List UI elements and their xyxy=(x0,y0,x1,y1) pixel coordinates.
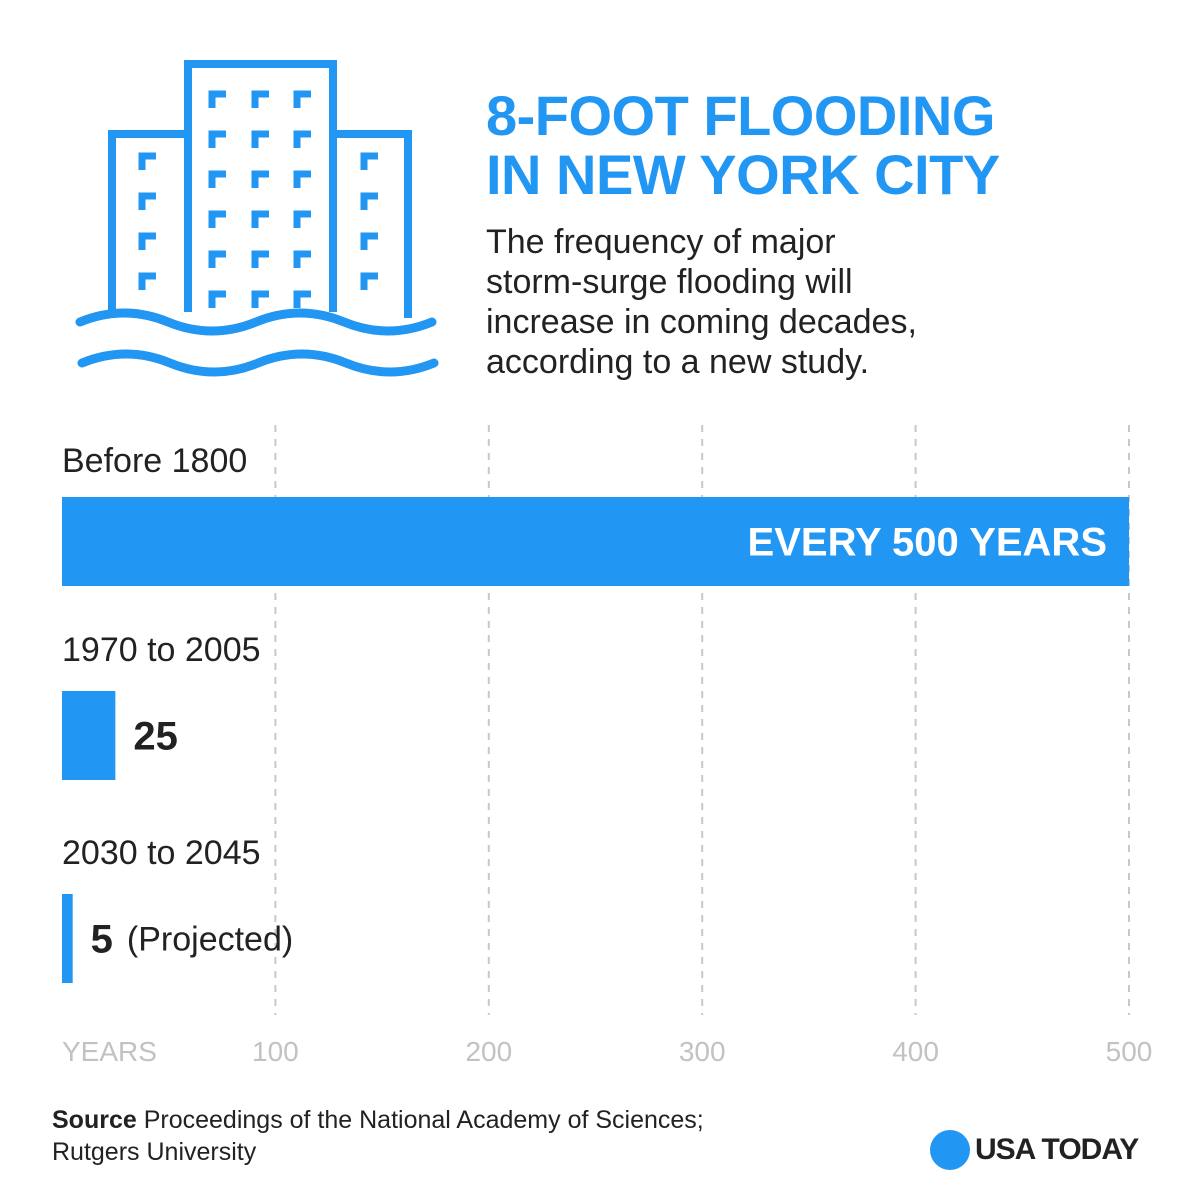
window-icon xyxy=(251,130,269,148)
window-icon xyxy=(138,152,156,170)
source-label: Source xyxy=(52,1106,137,1134)
usa-today-logo-circle xyxy=(930,1130,970,1170)
bar xyxy=(62,497,1129,586)
subtitle-line: according to a new study. xyxy=(486,343,870,381)
source-line-2: Rutgers University xyxy=(52,1138,257,1166)
subtitle: The frequency of major storm-surge flood… xyxy=(486,222,1046,382)
window-icon xyxy=(138,192,156,210)
window-icon xyxy=(293,210,311,228)
x-axis-label: YEARS xyxy=(62,1036,157,1067)
window-icon xyxy=(138,272,156,290)
windows xyxy=(138,90,378,308)
window-icon xyxy=(251,250,269,268)
usa-today-logo-text: USA TODAY xyxy=(975,1133,1139,1166)
window-icon xyxy=(360,152,378,170)
window-icon xyxy=(138,232,156,250)
window-icon xyxy=(208,210,226,228)
source-note: Source Proceedings of the National Acade… xyxy=(52,1104,704,1168)
data-label: EVERY 500 YEARS xyxy=(748,521,1107,565)
window-icon xyxy=(208,90,226,108)
window-icon xyxy=(208,170,226,188)
window-icon xyxy=(208,250,226,268)
category-label: 2030 to 2045 xyxy=(62,834,261,872)
wave-bottom xyxy=(77,349,439,377)
window-icon xyxy=(293,170,311,188)
annotation: (Projected) xyxy=(127,921,293,959)
x-tick-label: 200 xyxy=(465,1036,512,1067)
window-icon xyxy=(251,210,269,228)
window-icon xyxy=(360,272,378,290)
subtitle-line: storm-surge flooding will xyxy=(486,263,853,301)
bar xyxy=(62,691,116,780)
window-icon xyxy=(360,192,378,210)
source-line-1: Proceedings of the National Academy of S… xyxy=(136,1106,704,1134)
wave-top xyxy=(75,308,437,336)
x-tick-label: 500 xyxy=(1106,1036,1153,1067)
data-label: 25 xyxy=(133,715,178,759)
window-icon xyxy=(293,90,311,108)
subtitle-line: The frequency of major xyxy=(486,223,836,261)
flooded-buildings-icon xyxy=(75,60,439,377)
bar-chart: 100 200 300 400 500 YEARS Before 1800 EVERY 500… xyxy=(62,425,1153,1067)
right-building xyxy=(329,130,412,318)
page-title-line-2: IN NEW YORK CITY xyxy=(486,143,1000,206)
data-label: 5 xyxy=(91,918,113,962)
window-icon xyxy=(208,290,226,308)
window-icon xyxy=(293,130,311,148)
x-tick-label: 400 xyxy=(892,1036,939,1067)
page-title-line-1: 8-FOOT FLOODING xyxy=(486,84,995,147)
bar xyxy=(62,894,73,983)
window-icon xyxy=(251,90,269,108)
category-label: 1970 to 2005 xyxy=(62,631,261,669)
category-label: Before 1800 xyxy=(62,442,247,480)
x-tick-label: 100 xyxy=(252,1036,299,1067)
window-icon xyxy=(251,170,269,188)
window-icon xyxy=(293,250,311,268)
window-icon xyxy=(360,232,378,250)
x-tick-label: 300 xyxy=(679,1036,726,1067)
window-icon xyxy=(293,290,311,308)
window-icon xyxy=(251,290,269,308)
subtitle-line: increase in coming decades, xyxy=(486,303,917,341)
window-icon xyxy=(208,130,226,148)
